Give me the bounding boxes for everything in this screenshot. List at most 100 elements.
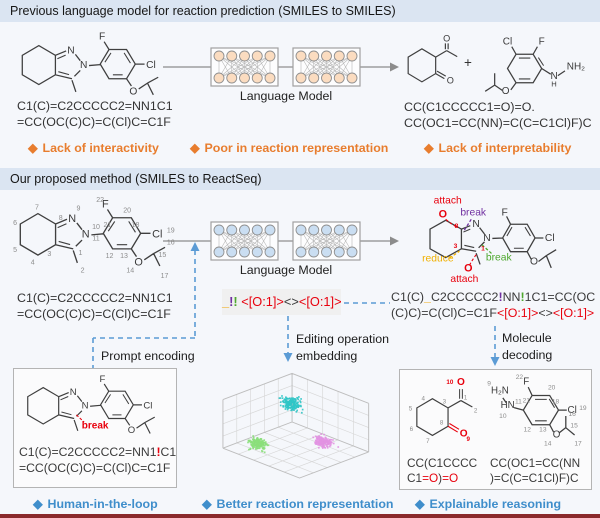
svg-text:attach: attach: [434, 196, 462, 207]
svg-text:4: 4: [422, 396, 426, 403]
svg-text:Cl: Cl: [545, 233, 555, 244]
reactant-smiles: C1(C)=C2CCCCC2=NN1C1 =CC(OC(C)C)=C(Cl)C=…: [17, 99, 173, 130]
svg-text:Cl: Cl: [152, 228, 162, 240]
svg-text:break: break: [82, 421, 109, 432]
explainable-reasoning-box: O O 10 9 4 3 1 2 5 6 7 8 F Cl O H₂N HN 9 22 21 20 18 19 16 15 14…: [399, 369, 592, 490]
svg-text:9: 9: [467, 436, 471, 443]
human-box-smiles: C1(C)=C2CCCCC2=NN1!C1 =CC(OC(C)C)=C(Cl)C…: [19, 445, 177, 475]
svg-text:17: 17: [574, 440, 582, 447]
svg-text:attach: attach: [450, 274, 478, 285]
svg-text:8: 8: [440, 419, 444, 426]
svg-text:7: 7: [426, 438, 430, 445]
svg-text:13: 13: [120, 253, 128, 260]
svg-text:NH₂: NH₂: [567, 61, 585, 72]
bullet-lack-of-interactivity: ◆ Lack of interactivity: [28, 141, 159, 155]
svg-text:H₂N: H₂N: [491, 386, 509, 397]
svg-text:1: 1: [481, 246, 485, 253]
svg-text:O: O: [447, 76, 454, 86]
prompt-encoding-connector: [92, 242, 200, 370]
embedding-connector: [283, 316, 293, 362]
section-previous-header-band: Previous language model for reaction pre…: [0, 0, 600, 22]
proposed-reactant-smiles-line2: =CC(OC(C)C)=C(Cl)C=C1F: [17, 306, 171, 321]
svg-text:O: O: [553, 429, 561, 440]
arrow-down-icon: [283, 353, 293, 362]
svg-text:22: 22: [516, 374, 524, 381]
explain-left-smiles: CC(C1CCCC C1=O)=O: [407, 456, 478, 485]
svg-text:N: N: [70, 387, 77, 398]
arrow-up-icon: [190, 242, 200, 251]
product-smiles: CC(C1CCCCC1=O)=O. CC(OC1=CC(NN)=C(C=C1Cl…: [404, 100, 592, 131]
svg-text:1: 1: [464, 395, 468, 402]
token-to-reactseq-connector: [344, 302, 390, 304]
svg-text:21: 21: [104, 222, 112, 229]
svg-text:F: F: [523, 377, 529, 388]
proposed-reactant-smiles-line1: C1(C)=C2CCCCC2=NN1C1: [17, 291, 173, 305]
scatter-points: [247, 395, 340, 454]
svg-text:8: 8: [455, 223, 459, 230]
product1-molecule-structure: OO: [407, 34, 458, 86]
svg-text:O: O: [457, 377, 465, 388]
svg-text:18: 18: [132, 222, 140, 229]
proposed-reactant-smiles: C1(C)=C2CCCCC2=NN1C1 =CC(OC(C)C)=C(Cl)C=…: [17, 291, 173, 322]
diamond-icon: ◆: [190, 141, 200, 155]
svg-text:15: 15: [570, 423, 578, 430]
svg-text:3: 3: [454, 243, 458, 250]
edit-operation-token-box: _!! <[O:1]><><[O:1]>: [222, 289, 342, 315]
svg-text:21: 21: [523, 397, 531, 404]
decoded-product1-structure: O O 10 9 4 3 12 5 6 7 8: [409, 377, 478, 445]
svg-text:N: N: [67, 45, 74, 56]
svg-text:8: 8: [59, 215, 63, 222]
svg-text:N: N: [472, 219, 479, 230]
attach-connector-top: [445, 218, 458, 228]
arrow-down-icon: [490, 357, 500, 366]
svg-text:18: 18: [552, 398, 560, 405]
svg-text:1: 1: [79, 250, 83, 257]
svg-text:break: break: [460, 207, 487, 218]
svg-text:2: 2: [81, 268, 85, 275]
svg-text:N: N: [483, 233, 490, 244]
svg-text:10: 10: [446, 379, 453, 386]
diamond-icon: ◆: [424, 141, 434, 155]
section-proposed-header-band: Our proposed method (SMILES to ReactSeq): [0, 168, 600, 190]
svg-text:14: 14: [126, 268, 134, 275]
svg-text:HN: HN: [501, 400, 515, 411]
svg-text:15: 15: [159, 252, 167, 259]
svg-text:F: F: [99, 374, 105, 385]
svg-text:9: 9: [76, 205, 80, 212]
svg-text:O: O: [464, 262, 472, 274]
svg-text:N: N: [82, 401, 89, 412]
svg-text:5: 5: [409, 406, 413, 413]
svg-text:O: O: [129, 86, 137, 97]
reactant-molecule-structure: NN F Cl O: [21, 32, 159, 97]
svg-text:10: 10: [92, 224, 100, 231]
diamond-icon: ◆: [202, 497, 212, 511]
reduce-mark-gold: [449, 250, 460, 259]
svg-text:F: F: [501, 207, 507, 218]
svg-text:reduce: reduce: [422, 254, 454, 265]
reactant-smiles-line2: =CC(OC(C)C)=C(Cl)C=C1F: [17, 114, 171, 129]
reactseq-string: C1(C)_C2CCCCC2!NN!1C1=CC(OC(C)C)=C(Cl)C=…: [391, 290, 596, 320]
ketone-bond-red: [447, 423, 460, 433]
section-proposed-title: Our proposed method (SMILES to ReactSeq): [10, 172, 262, 186]
svg-text:17: 17: [161, 273, 169, 280]
bullet-lack-of-interpretability: ◆ Lack of interpretability: [424, 141, 572, 155]
plus-sign: +: [464, 55, 472, 70]
svg-text:6: 6: [410, 426, 414, 433]
svg-text:break: break: [486, 253, 513, 264]
svg-text:N: N: [550, 71, 557, 82]
svg-text:16: 16: [568, 411, 576, 418]
svg-text:11: 11: [92, 236, 99, 243]
svg-text:O: O: [439, 208, 447, 220]
break-mark-green: [481, 244, 494, 256]
explain-right-smiles: CC(OC1=CC(NN )=C(C=C1Cl)F)C: [490, 456, 581, 485]
svg-text:O: O: [530, 256, 538, 267]
language-model-label: Language Model: [239, 263, 333, 277]
embedding-scatter-plot: [222, 372, 370, 479]
svg-text:7: 7: [35, 204, 39, 211]
diamond-icon: ◆: [415, 497, 425, 511]
language-model-label: Language Model: [239, 89, 333, 103]
svg-text:2: 2: [474, 408, 478, 415]
